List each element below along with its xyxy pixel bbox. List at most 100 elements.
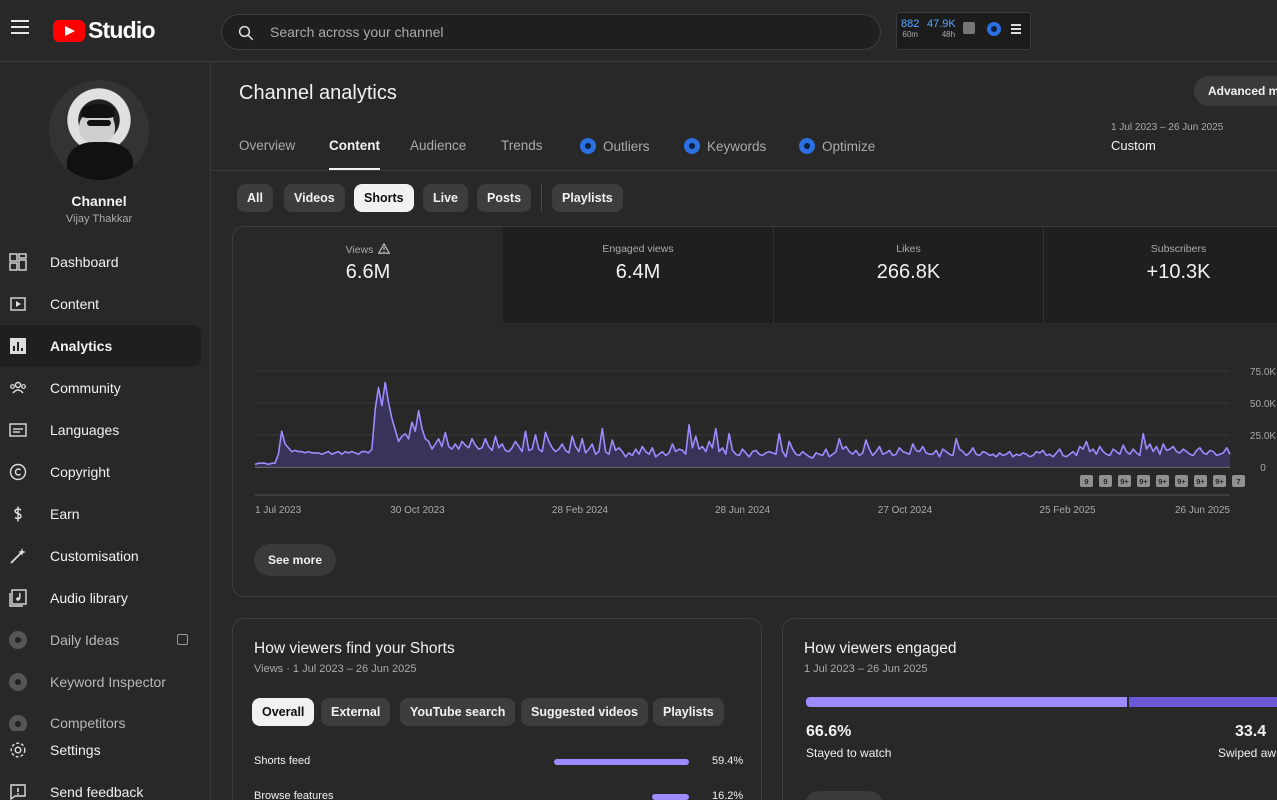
video-marker[interactable] (1213, 475, 1226, 487)
chip-all[interactable]: All (237, 184, 273, 212)
sidebar-item-community[interactable]: Community (0, 367, 201, 409)
y-tick-label: 0 (1260, 463, 1266, 474)
source-row[interactable]: Browse features 16.2% (254, 790, 743, 800)
video-marker[interactable] (1232, 475, 1245, 487)
sidebar-item-keyword-inspector[interactable]: Keyword Inspector (0, 661, 201, 703)
video-marker-label: 7 (1236, 477, 1240, 486)
feedback-icon (10, 784, 26, 800)
chip-youtube-search[interactable]: YouTube search (400, 698, 516, 726)
sidebar-item-copyright[interactable]: Copyright (0, 451, 201, 493)
extension-widget[interactable]: 882 60m 47.9K 48h (896, 12, 1031, 50)
video-marker-label: 9+ (1120, 477, 1129, 486)
swiped-label: Swiped aw (1218, 746, 1277, 760)
chip-shorts[interactable]: Shorts (354, 184, 414, 212)
tab-outliers[interactable]: Outliers (580, 138, 650, 170)
tab-optimize[interactable]: Optimize (799, 138, 875, 170)
source-bar (554, 759, 689, 765)
stat-period: 48h (941, 30, 956, 39)
tab-label: Keywords (707, 139, 767, 154)
menu-icon[interactable] (11, 20, 29, 34)
page-title: Channel analytics (239, 82, 397, 104)
search-input[interactable] (270, 15, 850, 49)
video-marker[interactable] (1194, 475, 1207, 487)
sidebar-item-settings[interactable]: Settings (0, 729, 201, 771)
sidebar-item-content[interactable]: Content (0, 283, 201, 325)
earn-icon (14, 506, 22, 522)
sidebar-item-earn[interactable]: Earn (0, 493, 201, 535)
date-range-text[interactable]: 1 Jul 2023 – 26 Jun 2025 (1111, 122, 1224, 133)
extension-icon (9, 673, 27, 691)
tab-trends[interactable]: Trends (501, 138, 543, 153)
sidebar-item-label: Community (50, 380, 121, 396)
video-marker[interactable] (1118, 475, 1131, 487)
warning-icon[interactable] (378, 243, 391, 254)
sidebar-item-languages[interactable]: Languages (0, 409, 201, 451)
see-more-button[interactable]: See more (254, 544, 337, 576)
open-external-icon[interactable] (177, 634, 188, 645)
advanced-mode-button[interactable]: Advanced m (1194, 76, 1277, 106)
sidebar-item-analytics[interactable]: Analytics (0, 325, 201, 367)
sidebar-item-label: Customisation (50, 548, 139, 564)
sidebar-item-label: Keyword Inspector (50, 674, 166, 690)
source-bar (652, 794, 689, 800)
views-line[interactable] (254, 381, 1231, 466)
card-subtitle: Views · 1 Jul 2023 – 26 Jun 2025 (254, 663, 417, 675)
chip-videos[interactable]: Videos (284, 184, 345, 212)
channel-avatar[interactable] (49, 80, 149, 180)
views-line-chart[interactable]: 75.0K 50.0K 25.0K 0 9 9 9+ 9+ 9+ 9+ 9+ 9+ 7 1 Jul 202… (233, 323, 1277, 523)
card-subtitle: 1 Jul 2023 – 26 Jun 2025 (804, 663, 928, 675)
extension-icon (9, 715, 27, 731)
video-marker[interactable] (1175, 475, 1188, 487)
search-bar[interactable] (221, 14, 881, 50)
chip-overall[interactable]: Overall (252, 698, 315, 726)
x-tick-label: 28 Feb 2024 (552, 505, 609, 516)
chip-suggested-videos[interactable]: Suggested videos (521, 698, 648, 726)
video-marker[interactable] (1099, 475, 1112, 487)
chip-playlists[interactable]: Playlists (552, 184, 623, 212)
chip-posts[interactable]: Posts (477, 184, 532, 212)
analytics-icon (10, 338, 26, 354)
chip-external[interactable]: External (321, 698, 391, 726)
metric-engaged-views[interactable]: Engaged views 6.4M (503, 227, 773, 323)
extension-menu-icon[interactable] (1011, 24, 1021, 36)
extension-icon (580, 138, 596, 154)
sidebar-item-competitors[interactable]: Competitors (0, 703, 201, 731)
extension-logo-icon[interactable] (987, 22, 1001, 36)
traffic-sources-card: How viewers find your Shorts Views · 1 J… (232, 618, 762, 800)
sidebar-item-customisation[interactable]: Customisation (0, 535, 201, 577)
chart-icon[interactable] (963, 22, 975, 34)
source-row[interactable]: Shorts feed 59.4% (254, 755, 743, 771)
x-tick-label: 28 Jun 2024 (715, 505, 770, 516)
sidebar-item-audio-library[interactable]: Audio library (0, 577, 201, 619)
sidebar-item-dashboard[interactable]: Dashboard (0, 241, 201, 283)
date-range-mode[interactable]: Custom (1111, 138, 1156, 153)
engagement-button[interactable] (804, 791, 884, 800)
search-icon[interactable] (237, 24, 255, 42)
video-marker[interactable] (1156, 475, 1169, 487)
stayed-label: Stayed to watch (806, 746, 892, 760)
sidebar-item-label: Send feedback (50, 784, 144, 800)
chip-divider (541, 184, 542, 212)
customisation-icon (10, 548, 26, 564)
studio-logo[interactable]: Studio (53, 17, 156, 44)
sidebar-item-label: Audio library (50, 590, 128, 606)
x-tick-label: 27 Oct 2024 (878, 505, 933, 516)
tab-keywords[interactable]: Keywords (684, 138, 766, 170)
metric-likes[interactable]: Likes 266.8K (773, 227, 1043, 323)
tab-content[interactable]: Content (329, 138, 380, 170)
extension-icon (9, 631, 27, 649)
metric-views[interactable]: Views 6.6M (233, 227, 503, 323)
source-percent: 59.4% (712, 755, 744, 767)
tabs-divider (211, 170, 1277, 171)
tab-overview[interactable]: Overview (239, 138, 296, 153)
sidebar-item-daily-ideas[interactable]: Daily Ideas (0, 619, 201, 661)
video-marker[interactable] (1080, 475, 1093, 487)
video-marker[interactable] (1137, 475, 1150, 487)
sidebar-item-send-feedback[interactable]: Send feedback (0, 771, 201, 800)
chip-playlists[interactable]: Playlists (653, 698, 724, 726)
tab-audience[interactable]: Audience (410, 138, 467, 153)
languages-icon (9, 423, 27, 437)
swiped-value: 33.4 (1235, 723, 1267, 740)
metric-subscribers[interactable]: Subscribers +10.3K (1043, 227, 1277, 323)
chip-live[interactable]: Live (423, 184, 469, 212)
